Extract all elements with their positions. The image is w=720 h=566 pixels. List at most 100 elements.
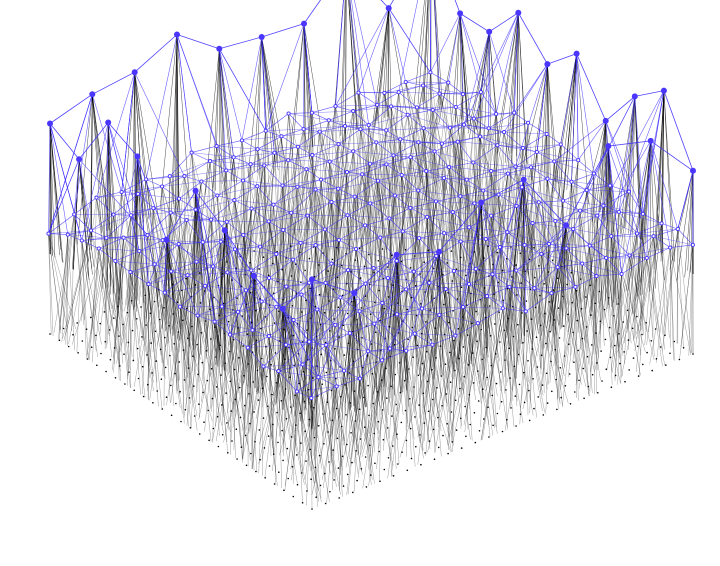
upper-mesh-edge bbox=[444, 232, 486, 240]
upper-mesh-edge bbox=[346, 163, 371, 173]
upper-mesh-node bbox=[185, 273, 190, 278]
upper-mesh-edge bbox=[321, 174, 363, 180]
inter-layer-edge bbox=[415, 190, 419, 339]
upper-mesh-node bbox=[472, 201, 477, 206]
upper-mesh-edge bbox=[161, 186, 180, 199]
inter-layer-edge bbox=[343, 370, 362, 472]
upper-mesh-edge bbox=[281, 131, 320, 137]
peak-edge bbox=[134, 72, 160, 224]
upper-mesh-edge bbox=[448, 166, 467, 180]
upper-mesh-edge bbox=[407, 109, 433, 116]
upper-mesh-edge bbox=[370, 163, 387, 165]
upper-mesh-edge bbox=[310, 279, 313, 399]
inter-layer-edge bbox=[293, 319, 304, 452]
upper-mesh-edge bbox=[312, 154, 330, 162]
inter-layer-edge bbox=[127, 179, 147, 308]
upper-mesh-edge bbox=[516, 253, 542, 271]
peak-edge bbox=[650, 140, 656, 289]
inter-layer-edge bbox=[92, 248, 99, 363]
upper-mesh-edge bbox=[525, 292, 552, 312]
upper-mesh-edge bbox=[663, 90, 694, 171]
upper-mesh-edge bbox=[164, 292, 181, 307]
peak-edge bbox=[631, 96, 636, 234]
base-grid-node bbox=[678, 358, 681, 361]
inter-layer-edge bbox=[286, 146, 299, 259]
inter-layer-edge bbox=[374, 323, 379, 449]
upper-mesh-edge bbox=[388, 8, 406, 83]
upper-mesh-node bbox=[128, 213, 134, 218]
peak-edge bbox=[684, 170, 694, 278]
upper-mesh-edge bbox=[401, 170, 427, 176]
upper-mesh-node bbox=[532, 286, 537, 291]
upper-mesh-edge bbox=[554, 120, 606, 162]
upper-mesh-node bbox=[298, 240, 303, 245]
upper-mesh-node bbox=[496, 192, 501, 197]
upper-mesh-edge bbox=[153, 207, 171, 213]
upper-mesh-edge bbox=[596, 273, 622, 277]
upper-mesh-edge bbox=[448, 13, 461, 83]
peak-edge bbox=[345, 293, 355, 404]
upper-mesh-node bbox=[336, 142, 341, 147]
inter-layer-edge bbox=[391, 350, 407, 477]
upper-mesh-edge bbox=[407, 114, 451, 129]
peak-edge bbox=[394, 254, 397, 396]
inter-layer-edge bbox=[212, 311, 239, 441]
upper-mesh-node bbox=[546, 241, 552, 246]
upper-mesh-edge bbox=[353, 151, 394, 156]
upper-mesh-edge bbox=[250, 163, 265, 166]
upper-mesh-edge bbox=[317, 297, 341, 310]
upper-mesh-edge bbox=[283, 229, 301, 244]
upper-mesh-edge bbox=[340, 297, 360, 312]
inter-layer-edge bbox=[257, 149, 274, 269]
upper-mesh-node bbox=[214, 144, 219, 149]
upper-mesh-edge bbox=[374, 323, 391, 349]
upper-mesh-edge bbox=[434, 141, 458, 152]
inter-layer-edge bbox=[445, 288, 451, 406]
upper-mesh-node bbox=[135, 191, 141, 196]
upper-mesh-node bbox=[255, 184, 260, 189]
upper-mesh-edge bbox=[359, 360, 383, 379]
upper-mesh-edge bbox=[457, 141, 474, 163]
inter-layer-edge bbox=[344, 174, 363, 317]
upper-mesh-edge bbox=[571, 181, 611, 186]
inter-layer-edge bbox=[398, 92, 413, 205]
upper-mesh-edge bbox=[335, 92, 359, 107]
inter-layer-edge bbox=[459, 162, 474, 297]
inter-layer-edge bbox=[336, 386, 344, 486]
peak-node bbox=[258, 34, 265, 40]
inter-layer-edge bbox=[432, 344, 436, 454]
upper-mesh-node bbox=[341, 368, 347, 373]
inter-layer-edge bbox=[81, 240, 87, 359]
inter-layer-edge bbox=[611, 236, 646, 352]
upper-mesh-edge bbox=[148, 274, 188, 285]
upper-mesh-edge bbox=[166, 239, 214, 267]
upper-mesh-node bbox=[271, 202, 276, 207]
inter-layer-edge bbox=[332, 333, 351, 456]
upper-mesh-edge bbox=[288, 159, 330, 162]
inter-layer-edge bbox=[551, 293, 561, 405]
upper-mesh-edge bbox=[261, 301, 277, 308]
base-grid-node bbox=[310, 478, 312, 481]
inter-layer-edge bbox=[167, 212, 171, 344]
base-grid-node bbox=[619, 362, 621, 365]
upper-mesh-edge bbox=[329, 151, 354, 162]
upper-mesh-node bbox=[455, 139, 460, 144]
upper-mesh-edge bbox=[343, 351, 369, 371]
upper-mesh-edge bbox=[457, 136, 481, 142]
peak-node bbox=[605, 143, 612, 150]
upper-mesh-node bbox=[368, 161, 373, 166]
peak-node bbox=[478, 199, 485, 206]
base-grid-node bbox=[217, 445, 220, 448]
inter-layer-edge bbox=[621, 257, 647, 378]
inter-layer-edge bbox=[142, 284, 149, 395]
upper-mesh-edge bbox=[268, 259, 294, 279]
upper-mesh-edge bbox=[497, 145, 516, 167]
upper-mesh-edge bbox=[479, 136, 498, 146]
upper-mesh-edge bbox=[81, 237, 124, 241]
upper-mesh-edge bbox=[354, 254, 397, 294]
upper-mesh-edge bbox=[170, 212, 212, 220]
upper-mesh-node bbox=[329, 261, 334, 266]
upper-mesh-node bbox=[209, 217, 214, 222]
inter-layer-edge bbox=[575, 286, 579, 401]
inter-layer-edge bbox=[178, 198, 189, 315]
